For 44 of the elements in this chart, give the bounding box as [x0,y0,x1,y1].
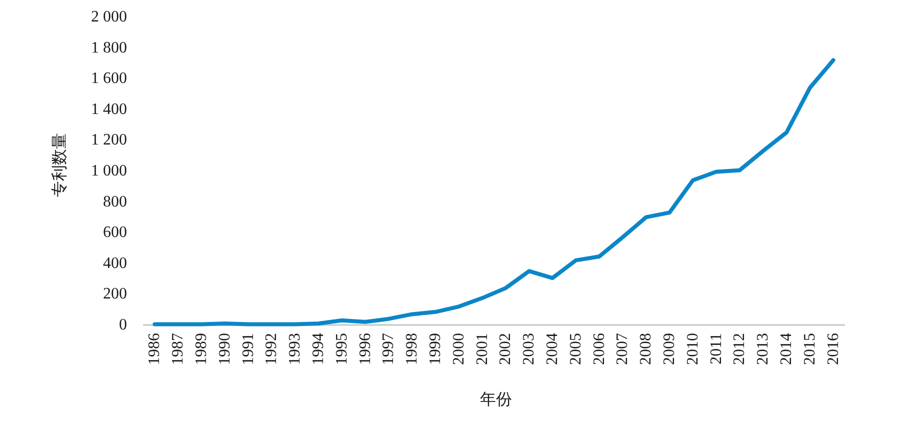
x-tick-label: 1987 [170,333,187,365]
y-tick-label: 0 [119,316,127,334]
x-tick-label: 2012 [731,333,748,365]
x-tick-label: 1986 [146,333,164,365]
x-tick-label: 1991 [240,333,257,365]
y-axis-title: 专利数量 [50,133,68,197]
y-tick-label: 600 [103,224,127,242]
x-tick-label: 2001 [474,333,491,365]
x-tick-label: 2016 [824,333,842,365]
x-tick-label: 2007 [614,333,632,365]
y-tick-label: 1 400 [91,100,127,118]
x-tick-label: 2013 [754,333,772,365]
x-tick-label: 2008 [638,333,655,365]
x-tick-label: 1993 [286,333,304,365]
x-tick-label: 2014 [778,333,795,365]
x-tick-label: 2000 [450,333,468,365]
x-tick-label: 1998 [404,333,421,365]
x-tick-label: 2003 [520,333,538,365]
x-tick-label: 2002 [497,333,514,365]
x-tick-label: 2011 [708,333,725,364]
y-tick-label: 1 800 [91,39,127,56]
y-tick-label: 200 [103,286,127,303]
x-tick-label: 2015 [801,333,818,365]
x-tick-label: 1989 [193,333,210,365]
x-tick-label: 2006 [590,333,608,365]
y-tick-label: 1 200 [91,132,127,149]
x-tick-label: 1997 [380,333,398,365]
x-tick-label: 1990 [216,333,234,365]
y-tick-label: 400 [103,254,127,272]
y-tick-label: 800 [103,193,127,210]
x-tick-label: 1996 [356,333,374,365]
x-tick-label: 1999 [427,333,444,365]
x-tick-label: 2005 [567,333,584,365]
x-tick-label: 1992 [263,333,280,365]
x-axis-title: 年份 [480,392,512,408]
x-tick-label: 2009 [661,333,678,365]
y-tick-label: 1 600 [91,70,127,88]
y-tick-label: 2 000 [91,8,127,26]
x-tick-label: 1994 [310,333,327,365]
x-tick-label: 1995 [333,333,350,365]
x-tick-label: 2004 [544,333,561,365]
line-series [152,58,836,326]
y-tick-label: 1 000 [91,162,127,180]
x-tick-label: 2010 [684,333,702,365]
